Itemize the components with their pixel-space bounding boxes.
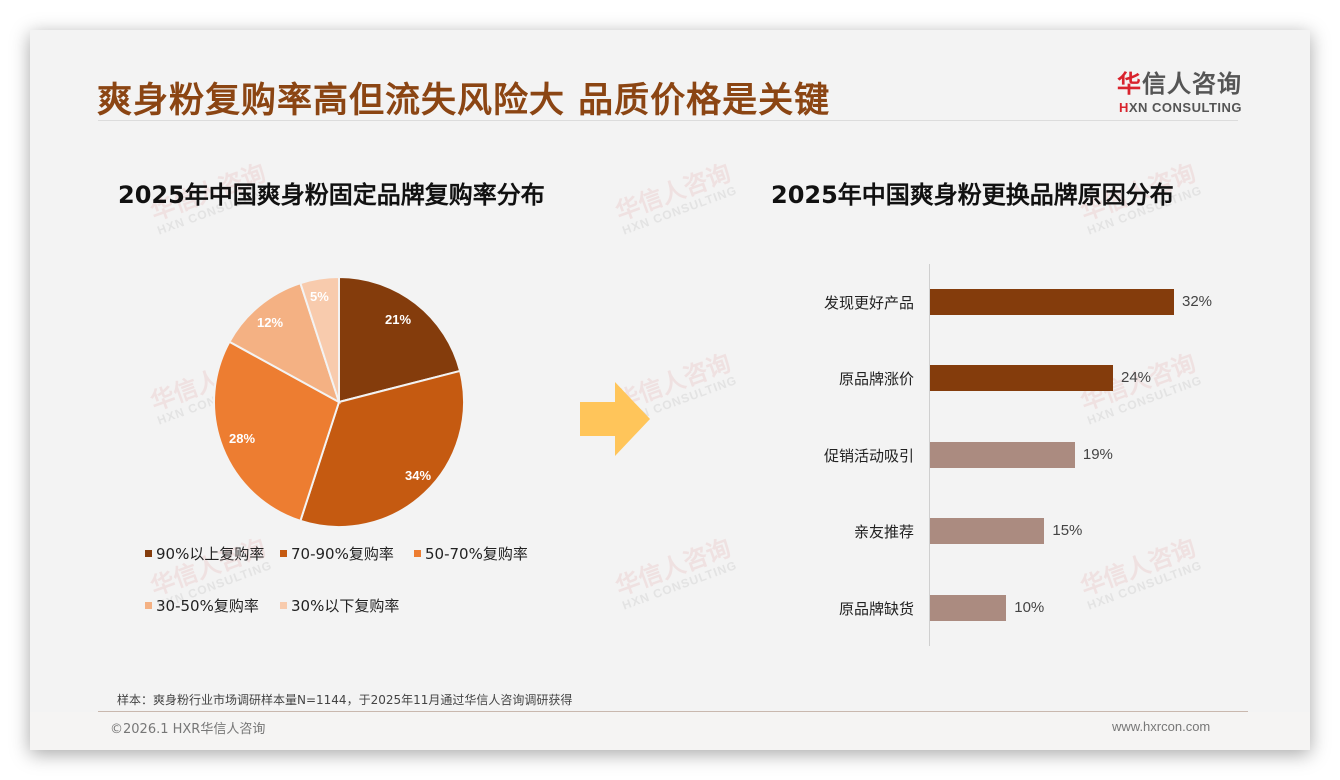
pie-label-90plus: 21% [385, 312, 412, 327]
pie-svg [213, 275, 465, 528]
pie-slice [228, 281, 341, 405]
slide: 爽身粉复购率高但流失风险大 品质价格是关键 华信人咨询 HXN CONSULTI… [30, 30, 1310, 750]
legend-swatch [145, 602, 152, 609]
bar-row: 亲友推荐 [770, 516, 914, 546]
bar-category-label: 促销活动吸引 [823, 446, 914, 465]
legend-item: 90%以上复购率 [145, 543, 264, 564]
legend-label: 30%以下复购率 [291, 597, 400, 615]
legend-label: 70-90%复购率 [291, 545, 394, 563]
logo-cn: 华信人咨询 [1112, 64, 1242, 99]
footer [30, 712, 1310, 750]
page-title: 爽身粉复购率高但流失风险大 品质价格是关键 [97, 81, 831, 121]
bar-chart-title: 2025年中国爽身粉更换品牌原因分布 [771, 181, 1174, 209]
pie-slice [338, 275, 462, 404]
copyright: ©2026.1 HXR华信人咨询 [110, 722, 266, 737]
legend-label: 50-70%复购率 [425, 545, 528, 563]
bar-row: 促销活动吸引 [770, 440, 914, 470]
pie-label-70-90: 34% [405, 468, 432, 483]
legend-item: 30%以下复购率 [280, 595, 399, 616]
legend-swatch [280, 602, 287, 609]
right-arrow-icon [580, 382, 650, 461]
bar-row: 原品牌涨价 [770, 363, 914, 393]
pie-label-below30: 5% [310, 289, 329, 304]
bar-value-label: 19% [1082, 446, 1113, 463]
legend-swatch [414, 550, 421, 557]
bar-value-label: 32% [1182, 293, 1213, 310]
pie-slice [299, 369, 465, 528]
pie-label-50-70: 28% [229, 431, 256, 446]
bar [930, 595, 1007, 621]
company-logo: 华信人咨询 HXN CONSULTING [1112, 64, 1242, 115]
bar [930, 365, 1113, 391]
bar [930, 518, 1045, 544]
pie-slice [213, 340, 341, 523]
bar-value-label: 10% [1014, 599, 1045, 616]
legend-item: 70-90%复购率 [280, 543, 394, 564]
title-divider [98, 120, 1238, 121]
website-link[interactable]: www.hxrcon.com [1112, 719, 1211, 734]
bar-category-label: 原品牌涨价 [838, 369, 914, 388]
logo-cn-accent: 华 [1117, 70, 1142, 98]
bar-category-label: 发现更好产品 [823, 293, 914, 312]
logo-cn-rest: 信人咨询 [1142, 70, 1242, 98]
pie-label-30-50: 12% [257, 315, 284, 330]
bar-category-label: 亲友推荐 [853, 522, 914, 541]
bar-row: 原品牌缺货 [770, 593, 914, 623]
legend-item: 50-70%复购率 [414, 543, 528, 564]
pie-chart: 21% 34% 28% 12% 5% [213, 275, 465, 528]
pie-chart-title: 2025年中国爽身粉固定品牌复购率分布 [118, 181, 545, 209]
bar-value-label: 24% [1121, 369, 1152, 386]
pie-slice [299, 275, 340, 403]
sample-note: 样本：爽身粉行业市场调研样本量N=1144，于2025年11月通过华信人咨询调研… [117, 693, 573, 707]
bar-chart-axis [929, 264, 930, 646]
bar [930, 442, 1075, 468]
bar-value-label: 15% [1052, 522, 1083, 539]
legend-swatch [280, 550, 287, 557]
bar-category-label: 原品牌缺货 [838, 599, 914, 618]
logo-en-accent: H [1118, 100, 1129, 115]
bar-row: 发现更好产品 [770, 287, 914, 317]
footer-divider [98, 711, 1248, 712]
legend-label: 90%以上复购率 [156, 545, 265, 563]
legend-item: 30-50%复购率 [145, 595, 259, 616]
bar [930, 289, 1174, 315]
logo-en-rest: XN CONSULTING [1128, 100, 1242, 115]
logo-en: HXN CONSULTING [1112, 100, 1242, 115]
legend-swatch [145, 550, 152, 557]
legend-label: 30-50%复购率 [156, 597, 259, 615]
